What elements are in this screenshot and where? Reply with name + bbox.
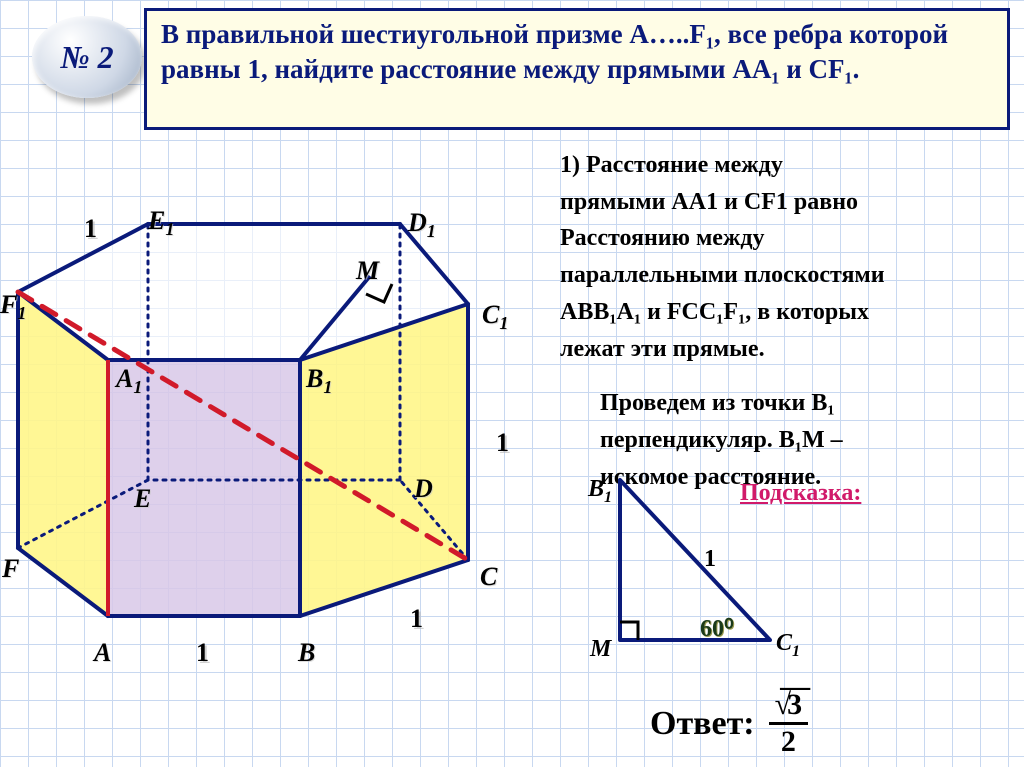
step1-line6: лежат эти прямые.: [560, 336, 765, 362]
step2-line1: Проведем из точки В₁: [600, 390, 835, 416]
sqrt-overline: —: [780, 672, 810, 702]
edge-length-label: 1: [196, 638, 209, 668]
vertex-label: D1: [408, 208, 436, 242]
edge-length-label: 1: [496, 428, 509, 458]
solution-text: 1) Расстояние между прямыми AA1 и CF1 ра…: [560, 150, 1012, 498]
answer-block: Ответ: — √3 2: [650, 690, 808, 757]
answer-label: Ответ:: [650, 705, 755, 743]
vertex-label: E1: [148, 206, 174, 240]
auxiliary-triangle: B1 M C1 1 60⁰: [580, 470, 800, 670]
vertex-label: B: [298, 638, 315, 668]
edge-length-label: 1: [410, 604, 423, 634]
vertex-label: M: [590, 636, 611, 663]
step1-line4: параллельными плоскостями: [560, 262, 885, 288]
vertex-label: B1: [306, 364, 332, 398]
step1-line1: Расстояние между: [586, 152, 783, 178]
step1-line3: Расстоянию между: [560, 225, 765, 251]
vertex-label: A: [94, 638, 111, 668]
vertex-label: F1: [0, 290, 26, 324]
triangle-side-label: 1: [704, 546, 716, 573]
triangle-angle-label: 60⁰: [700, 614, 734, 643]
step2-line2: перпендикуляр. В₁М –: [600, 427, 843, 453]
step1-line5: ABB₁A₁ и FCC₁F₁, в которых: [560, 299, 869, 325]
step1-line2: прямыми AA1 и CF1 равно: [560, 189, 858, 215]
vertex-label: C1: [776, 630, 800, 661]
problem-number: № 2: [60, 39, 113, 76]
vertex-label: F: [2, 554, 19, 584]
vertex-label: A1: [116, 364, 142, 398]
vertex-label: M: [356, 256, 379, 286]
step1-number: 1): [560, 152, 580, 178]
problem-text: В правильной шестиугольной призме A…..F₁…: [161, 19, 948, 84]
vertex-label: E: [134, 484, 151, 514]
problem-statement-box: В правильной шестиугольной призме A…..F₁…: [144, 8, 1010, 130]
answer-fraction: — √3 2: [769, 690, 808, 757]
answer-den: 2: [781, 725, 796, 757]
vertex-label: C: [480, 562, 497, 592]
prism-diagram: A B C D E F A1 B1 C1 D1 E1 F1 M 1 1 1 1: [0, 148, 560, 668]
problem-number-badge: № 2: [32, 16, 142, 98]
vertex-label: B1: [588, 476, 612, 507]
edge-length-label: 1: [84, 214, 97, 244]
vertex-label: C1: [482, 300, 508, 334]
vertex-label: D: [414, 474, 433, 504]
